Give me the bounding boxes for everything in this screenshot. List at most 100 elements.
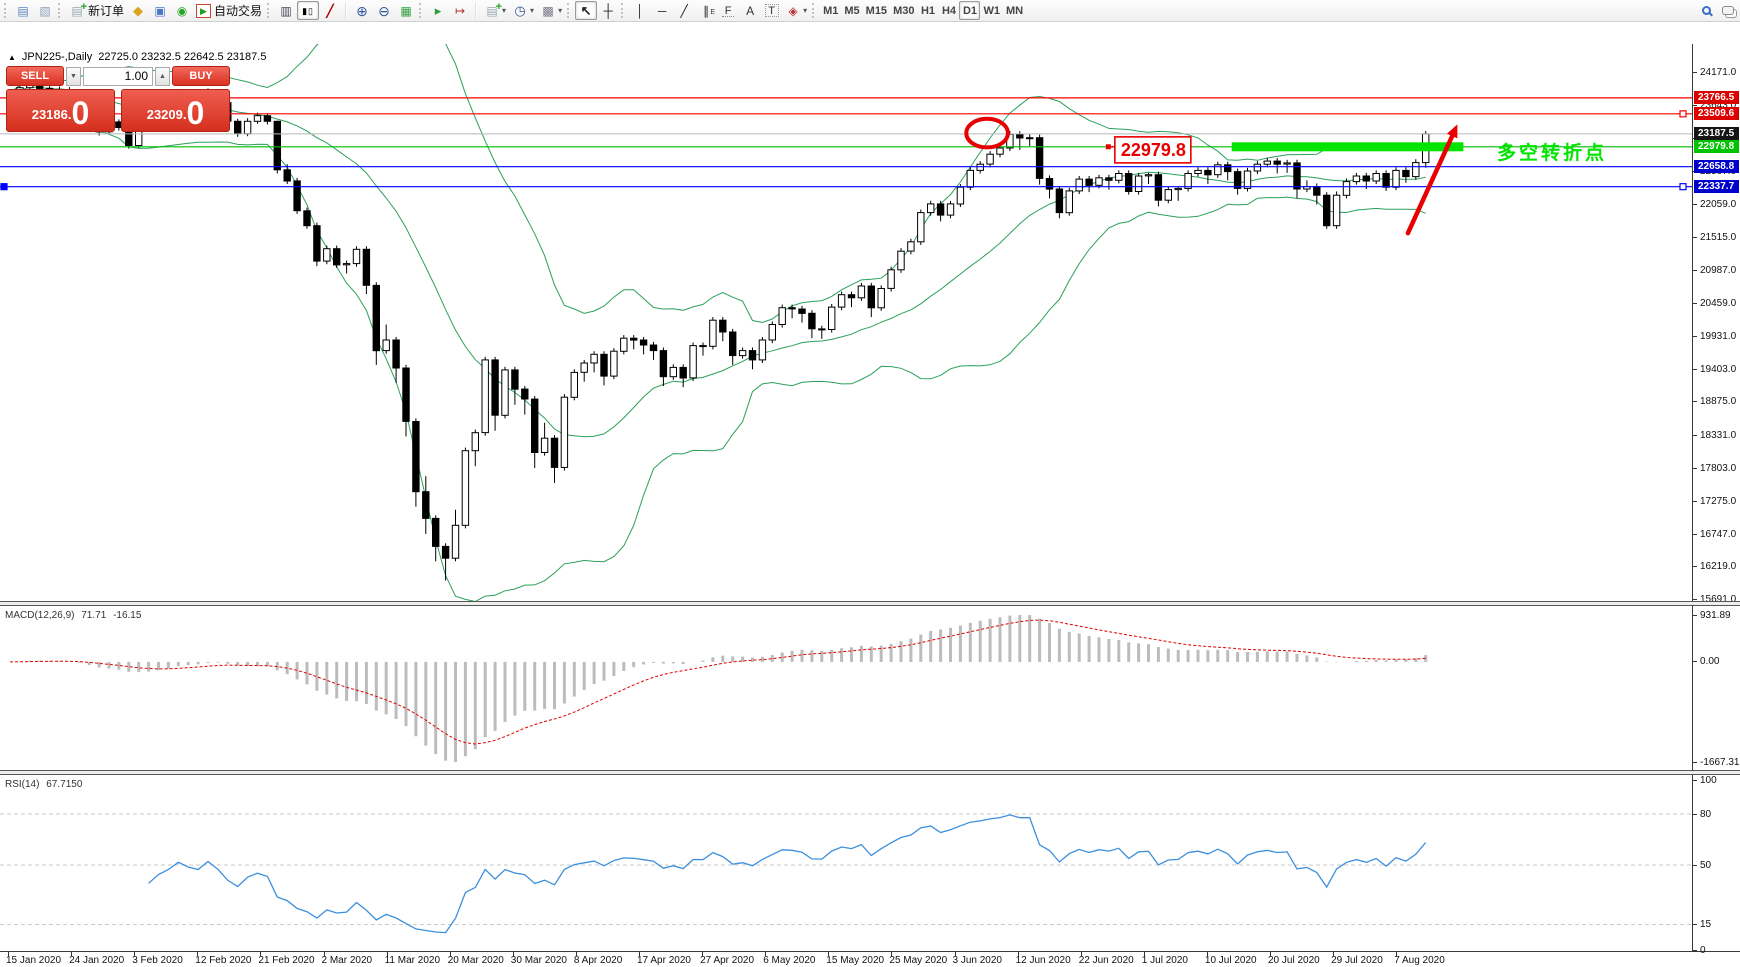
timeframe-m5[interactable]: M5: [844, 4, 860, 17]
timeframe-m30[interactable]: M30: [893, 4, 915, 17]
text-icon: [742, 3, 758, 19]
zoom-in-button[interactable]: [351, 1, 373, 20]
price-axis[interactable]: 24171.023643.023115.022587.022059.021515…: [1693, 44, 1740, 956]
candlestick-chart-button[interactable]: [297, 1, 320, 20]
cursor-button[interactable]: [575, 1, 598, 20]
bar-chart-button[interactable]: [275, 1, 297, 20]
chart-list-button[interactable]: [12, 1, 34, 20]
chevron-down-icon[interactable]: ▾: [803, 6, 808, 15]
vertical-line-button[interactable]: [629, 1, 651, 20]
fibonacci-button[interactable]: [717, 1, 739, 20]
templates-button[interactable]: ▾: [537, 1, 565, 20]
price-tick: 19931.0: [1693, 330, 1736, 342]
text-label-button[interactable]: [761, 1, 782, 20]
main-price-chart[interactable]: 22979.8 多空转折点: [0, 44, 1692, 601]
price-tick: 24171.0: [1693, 67, 1736, 79]
preview-button[interactable]: [34, 1, 56, 20]
price-tick-label: 16747.0: [1700, 528, 1737, 540]
search-icon: [1702, 6, 1711, 15]
candle-body: [412, 421, 420, 493]
timeframe-m15[interactable]: M15: [865, 4, 888, 17]
auto-scroll-button[interactable]: [427, 1, 449, 20]
signal-button[interactable]: [171, 1, 193, 20]
tick-dash: [1693, 203, 1697, 205]
shapes-button[interactable]: ▾: [782, 1, 810, 20]
turning-point-note[interactable]: 多空转折点: [1497, 141, 1607, 164]
search-button[interactable]: [1696, 1, 1717, 20]
horizontal-line-button[interactable]: [651, 1, 673, 20]
volume-input[interactable]: 1.00: [83, 66, 153, 86]
candle-body: [1332, 194, 1341, 227]
candle-body: [1125, 173, 1133, 192]
line-handle[interactable]: [1679, 110, 1687, 118]
timeframe-mn[interactable]: MN: [1005, 4, 1024, 17]
candle-body: [461, 450, 470, 526]
zoom-out-button[interactable]: [373, 1, 395, 20]
candle-body: [738, 350, 747, 357]
sell-price-box[interactable]: 23186. 0: [6, 89, 115, 132]
chat-button[interactable]: [1717, 1, 1738, 20]
candle-body: [283, 169, 291, 182]
candle-body: [402, 367, 410, 422]
date-label: 10 Jul 2020: [1204, 955, 1257, 966]
candle-body: [1164, 189, 1172, 201]
timeframe-h1[interactable]: H1: [920, 4, 935, 17]
chart-shift-button[interactable]: [449, 1, 471, 20]
sell-button[interactable]: SELL: [6, 66, 64, 86]
candle-body: [323, 248, 331, 262]
chevron-down-icon[interactable]: ▾: [558, 6, 563, 15]
pane-separator-macd[interactable]: [0, 601, 1740, 606]
timeframe-d1[interactable]: D1: [959, 1, 981, 20]
bar-chart-icon: [278, 3, 294, 19]
red-arrow[interactable]: [1405, 131, 1456, 236]
indicators-button[interactable]: ▾: [481, 0, 509, 20]
horn-button[interactable]: [127, 1, 149, 20]
candle-body: [422, 491, 430, 519]
pane-separator-rsi[interactable]: [0, 770, 1740, 775]
line-handle[interactable]: [1679, 183, 1687, 191]
profile-button[interactable]: [149, 1, 171, 20]
buy-price-box[interactable]: 23209. 0: [121, 89, 230, 132]
channel-icon: [698, 3, 715, 21]
macd-signal-line: [9, 619, 1426, 745]
collapse-icon[interactable]: ▲: [8, 52, 16, 62]
chevron-down-icon[interactable]: ▾: [502, 6, 507, 15]
candle-body: [382, 339, 390, 352]
price-tick-label: 15691.0: [1700, 594, 1737, 606]
tick-dash: [1693, 468, 1697, 469]
periods-button[interactable]: ▾: [509, 1, 537, 20]
timeframe-h4[interactable]: H4: [941, 4, 956, 17]
price-tick: 22059.0: [1693, 198, 1736, 210]
chart-list-icon: [15, 3, 31, 19]
channel-button[interactable]: [695, 1, 717, 21]
tile-windows-button[interactable]: [395, 1, 417, 20]
candle-body: [1016, 133, 1024, 139]
chevron-down-icon[interactable]: ▾: [530, 6, 535, 15]
volume-decrease-button[interactable]: ▼: [66, 66, 81, 86]
red-circle-annotation[interactable]: [964, 116, 1010, 150]
tick-dash: [1693, 761, 1697, 763]
crosshair-button[interactable]: [597, 1, 619, 20]
date-axis[interactable]: 15 Jan 2020 24 Jan 2020 3 Feb 2020 12 Feb 2…: [0, 952, 1740, 967]
rsi-pane[interactable]: [0, 776, 1692, 951]
volume-increase-button[interactable]: ▲: [155, 66, 170, 86]
candle-body: [798, 308, 806, 314]
trendline-button[interactable]: [673, 1, 695, 20]
candle-body: [243, 120, 252, 135]
timeframe-w1[interactable]: W1: [983, 4, 1000, 17]
text-button[interactable]: [739, 1, 761, 20]
tick-dash: [1693, 533, 1697, 535]
line-handle[interactable]: [0, 183, 8, 191]
line-chart-button[interactable]: [319, 1, 341, 20]
autotrade-button[interactable]: 自动交易: [193, 1, 265, 20]
green-trend-bar[interactable]: [1231, 142, 1464, 152]
candle-body: [758, 339, 767, 361]
new-order-button[interactable]: 新订单: [66, 0, 127, 20]
tick-dash: [1693, 335, 1697, 337]
price-label-box[interactable]: [1114, 136, 1192, 164]
buy-button[interactable]: BUY: [172, 66, 230, 86]
timeframe-m1[interactable]: M1: [823, 4, 839, 17]
label-anchor-square[interactable]: [1105, 144, 1111, 150]
candle-body: [1214, 164, 1222, 176]
macd-pane[interactable]: [0, 607, 1692, 770]
